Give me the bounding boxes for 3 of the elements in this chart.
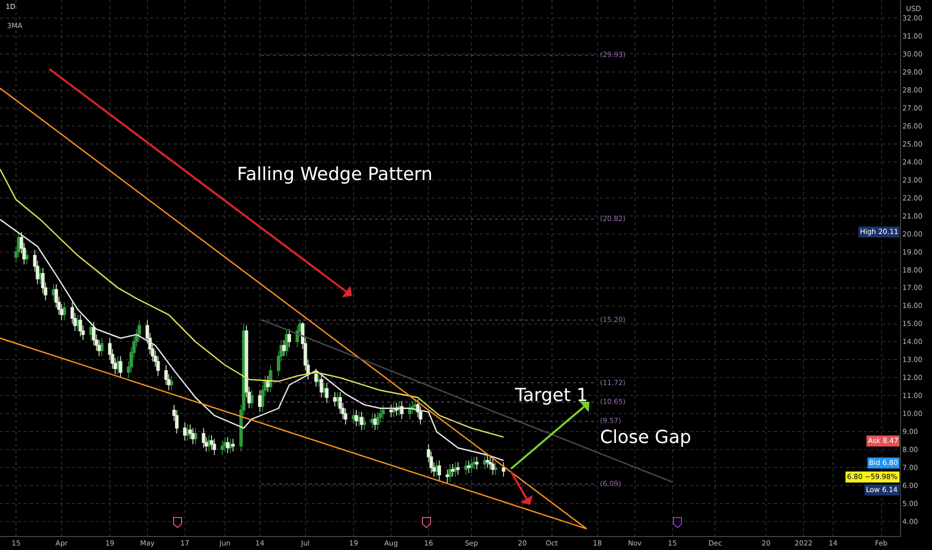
annotation: Close Gap [600, 427, 692, 448]
annotation: Target 1 [514, 385, 588, 406]
annotation: Falling Wedge Pattern [237, 164, 433, 185]
